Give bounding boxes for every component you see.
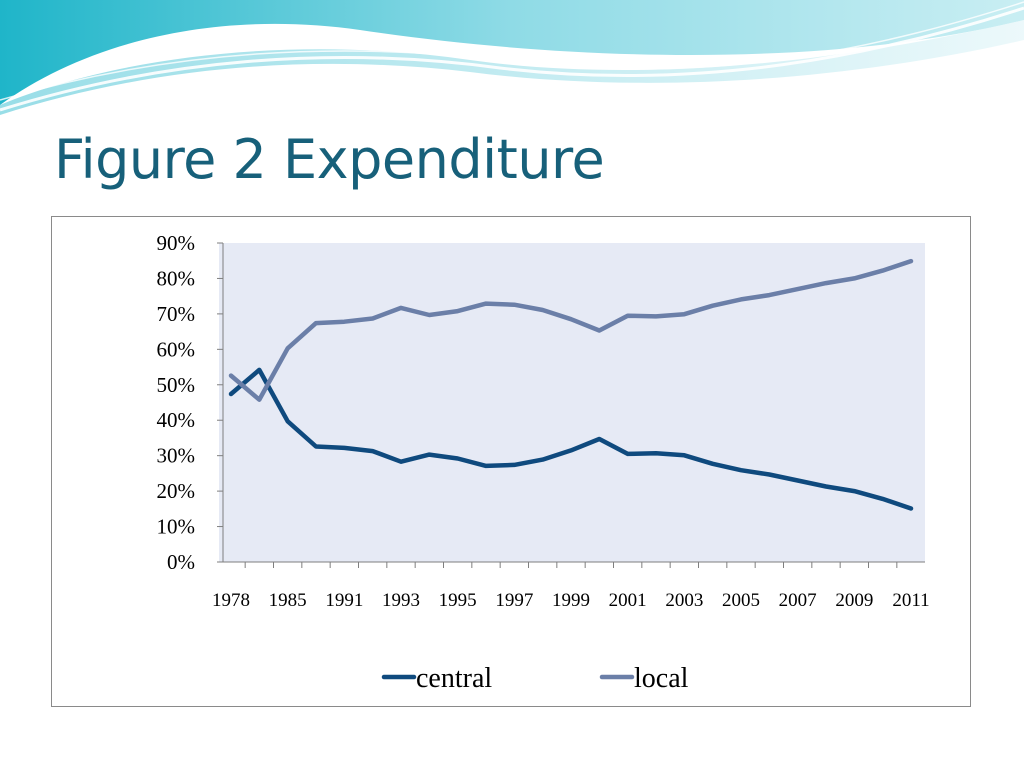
y-axis: 0% 10% 20% 30% 40% 50% 60% 70% 80% 90% [157,231,224,574]
y-tick-label: 50% [157,373,196,397]
series-line-local [228,258,914,402]
legend-label-local: local [634,663,689,694]
y-tick-label: 90% [157,231,196,255]
y-tick-label: 70% [157,302,196,326]
x-tick-label: 1999 [552,590,590,611]
x-tick-label: 1978 [212,590,250,611]
x-tick-label: 2011 [892,590,929,611]
legend: central local [381,663,689,694]
x-tick-label: 1985 [269,590,307,611]
x-tick-label: 1991 [325,590,363,611]
y-tick-label: 10% [157,515,196,539]
line-chart: 0%10%20%30%40%50%60%70%80%90% 1978 1985 19… [157,231,930,694]
x-tick-label: 2009 [835,590,873,611]
y-tick-label: 30% [157,444,196,468]
series-line-central [228,367,914,511]
y-tick-label: 0% [167,550,195,574]
series-layer [228,258,914,511]
plot-area [219,243,925,562]
y-tick-label: 40% [157,408,196,432]
x-tick-label: 2007 [779,590,817,611]
x-axis: 1978 1985 1991 1993 1995 1997 1999 2001 2003 2005… [212,561,930,611]
y-tick-label: 60% [157,337,196,361]
slide-title: Figure 2 Expenditure [54,128,605,191]
header-wave-decoration [0,0,1024,115]
x-tick-label: 2001 [609,590,647,611]
x-tick-label: 1993 [382,590,420,611]
x-tick-label: 1997 [495,590,533,611]
y-tick-label: 20% [157,479,196,503]
x-tick-label: 2005 [722,590,760,611]
y-tick-label: 80% [157,266,196,290]
x-tick-label: 1995 [439,590,477,611]
x-tick-label: 2003 [665,590,703,611]
legend-label-central: central [416,663,492,694]
